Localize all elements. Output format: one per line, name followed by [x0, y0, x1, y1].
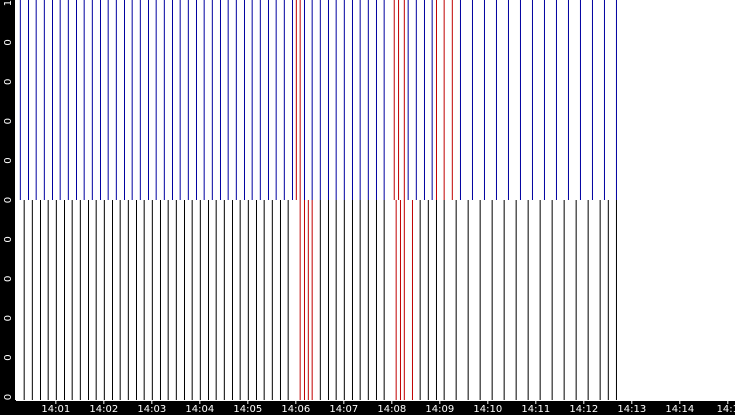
x-tick-label: 14:04 [185, 404, 214, 415]
x-axis-strip [0, 400, 735, 415]
y-tick-label: 0 [3, 157, 14, 163]
x-tick-label: 14:11 [521, 404, 550, 415]
y-tick-label: 0 [3, 79, 14, 85]
y-tick-label: 0 [3, 236, 14, 242]
x-tick-label: 14:1 [717, 404, 735, 415]
x-tick-label: 14:14 [665, 404, 694, 415]
y-tick-label: 1 [3, 0, 14, 6]
x-tick-label: 14:07 [329, 404, 358, 415]
y-tick-label: 0 [3, 394, 14, 400]
x-tick-label: 14:10 [473, 404, 502, 415]
x-tick-label: 14:12 [569, 404, 598, 415]
y-tick-label: 0 [3, 276, 14, 282]
y-axis-strip [0, 0, 16, 415]
y-tick-label: 0 [3, 315, 14, 321]
y-tick-label: 0 [3, 39, 14, 45]
x-tick-label: 14:06 [281, 404, 310, 415]
x-tick-label: 14:05 [233, 404, 262, 415]
x-tick-label: 14:03 [137, 404, 166, 415]
x-tick-label: 14:08 [377, 404, 406, 415]
x-tick-label: 14:02 [89, 404, 118, 415]
x-tick-label: 14:13 [617, 404, 646, 415]
x-tick-label: 14:09 [425, 404, 454, 415]
x-tick-label: 14:01 [41, 404, 70, 415]
y-tick-label: 0 [3, 118, 14, 124]
y-tick-label: 0 [3, 354, 14, 360]
y-tick-label: 0 [3, 197, 14, 203]
